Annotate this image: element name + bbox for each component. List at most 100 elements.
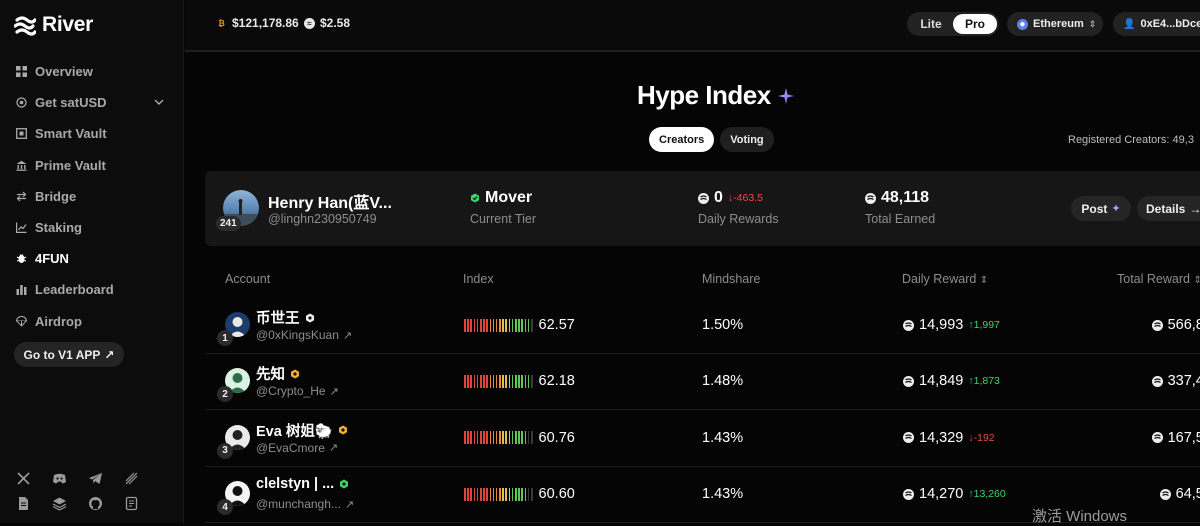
table-header: Account Index Mindshare Daily Reward ⇕ T…: [185, 272, 1200, 288]
index-meter-tick: [524, 487, 527, 501]
account-handle[interactable]: @Crypto_He: [256, 384, 326, 399]
index-meter-tick: [476, 374, 479, 388]
index-meter-tick: [479, 374, 482, 388]
index-meter-tick: [473, 318, 476, 332]
arrow-up-right-icon[interactable]: ↗: [342, 329, 353, 342]
account-name-cell: clelstyn | ...: [256, 476, 349, 492]
index-meter-tick: [527, 487, 530, 501]
details-button[interactable]: Details →: [1137, 196, 1200, 221]
telegram-icon[interactable]: [88, 471, 103, 486]
account-handle[interactable]: @0xKingsKuan: [256, 328, 339, 342]
sidebar-nav: Overview Get satUSD Smart Vault Prime Va…: [0, 56, 184, 337]
github-icon[interactable]: [88, 496, 103, 511]
index-meter-tick: [505, 318, 508, 332]
index-meter-tick: [508, 318, 511, 332]
sidebar-item-smart-vault[interactable]: Smart Vault: [0, 118, 184, 149]
sidebar-item-get-satusd[interactable]: Get satUSD: [0, 87, 184, 118]
sidebar-item-label: Airdrop: [35, 313, 82, 329]
sidebar-item-bridge[interactable]: Bridge: [0, 181, 184, 212]
docs-icon[interactable]: [16, 496, 31, 511]
vault-icon: [16, 128, 27, 140]
daily-reward-cell: 14,849 ↑1,873: [903, 373, 1000, 389]
verified-badge-icon: [338, 425, 348, 435]
sidebar-item-airdrop[interactable]: Airdrop: [0, 306, 184, 337]
index-meter-tick: [483, 487, 485, 501]
index-meter-tick: [508, 431, 511, 445]
index-meter-tick: [467, 318, 469, 332]
sidebar-item-leaderboard[interactable]: Leaderboard: [0, 274, 184, 305]
layers-icon[interactable]: [52, 496, 67, 511]
avatar: [225, 424, 250, 450]
sidebar-item-label: Smart Vault: [35, 126, 107, 142]
go-to-v1-button[interactable]: Go to V1 APP ↗: [14, 342, 124, 367]
my-creator-card: 241 Henry Han(蓝V... @linghn230950749 Mov…: [205, 171, 1200, 246]
arrow-up-right-icon[interactable]: ↗: [329, 385, 339, 398]
tab-voting[interactable]: Voting: [720, 127, 774, 152]
index-value: 60.60: [538, 486, 575, 503]
daily-reward-cell: 14,329 ↓-192: [903, 430, 995, 446]
index-meter-tick: [492, 431, 495, 445]
x-icon[interactable]: [16, 471, 31, 486]
details-button-label: Details: [1146, 201, 1186, 216]
index-meter-tick: [505, 431, 508, 445]
sidebar-item-prime-vault[interactable]: Prime Vault: [0, 150, 184, 181]
network-selector[interactable]: ◆ Ethereum ⇕: [1007, 12, 1103, 36]
index-meter-tick: [524, 431, 527, 445]
table-row[interactable]: 1 币世王 @0xKingsKuan ↗ 62.57 1.50% 14,993 …: [205, 298, 1200, 354]
col-total-reward[interactable]: Total Reward ⇕: [1117, 272, 1200, 286]
index-meter: [464, 431, 533, 445]
index-meter-tick: [505, 487, 508, 501]
index-meter-tick: [530, 318, 533, 332]
index-meter-tick: [479, 487, 482, 501]
mirror-icon[interactable]: [124, 471, 139, 486]
table-row[interactable]: 3 Eva 树姐🐑 @EvaCmore ↗ 60.76 1.43% 14,329…: [205, 411, 1200, 467]
col-daily-reward[interactable]: Daily Reward ⇕: [902, 272, 988, 286]
arrow-up-right-icon[interactable]: ↗: [328, 442, 339, 455]
post-button[interactable]: Post ✦: [1071, 196, 1131, 221]
arrow-up-right-icon[interactable]: ↗: [344, 498, 355, 511]
river-logo[interactable]: River: [14, 13, 93, 37]
daily-reward-cell: 14,993 ↑1,997: [903, 317, 1000, 333]
network-name: Ethereum: [1033, 18, 1084, 30]
index-meter-tick: [502, 318, 504, 332]
mode-lite[interactable]: Lite: [920, 17, 942, 31]
table-row[interactable]: 2 先知 @Crypto_He ↗ 62.18 1.48% 14,849 ↑1,…: [205, 354, 1200, 411]
sidebar-item-4fun[interactable]: 4FUN: [0, 243, 184, 274]
hype-tabs: Creators Voting: [649, 127, 774, 152]
col-daily-reward-label: Daily Reward: [902, 272, 977, 286]
discord-icon[interactable]: [52, 471, 67, 486]
index-meter-tick: [527, 318, 530, 332]
index-meter-tick: [476, 431, 479, 445]
arrow-up-right-icon: ↗: [104, 347, 115, 362]
mindshare-value: 1.43%: [702, 429, 744, 446]
account-handle[interactable]: @munchangh...: [256, 497, 341, 512]
wallet-button[interactable]: 👤 0xE4...bDce: [1113, 12, 1200, 36]
mode-pro[interactable]: Pro: [953, 14, 997, 34]
account-handle[interactable]: @EvaCmore: [256, 440, 325, 455]
index-meter-tick: [483, 431, 485, 445]
account-handle-cell: @EvaCmore ↗: [256, 441, 338, 455]
app-name: River: [42, 13, 94, 36]
account-name[interactable]: 币世王: [256, 311, 300, 327]
total-reward-cell: 64,549: [1159, 486, 1200, 502]
sidebar-item-overview[interactable]: Overview: [0, 56, 184, 87]
index-meter-tick: [515, 431, 517, 445]
daily-reward-value: 14,270: [919, 486, 964, 503]
index-meter-tick: [464, 318, 466, 332]
chevron-down-icon[interactable]: [154, 97, 164, 107]
account-name[interactable]: Eva 树姐🐑: [256, 423, 333, 440]
index-meter-tick: [479, 318, 482, 332]
account-name[interactable]: clelstyn | ...: [256, 476, 335, 493]
page-title: Hype Index: [637, 80, 795, 111]
tab-creators[interactable]: Creators: [649, 127, 715, 152]
sidebar-item-label: Leaderboard: [35, 282, 114, 298]
index-meter-tick: [508, 487, 511, 501]
sidebar-item-staking[interactable]: Staking: [0, 212, 184, 243]
index-meter: [464, 318, 533, 332]
index-cell: 60.60: [464, 486, 575, 502]
account-name[interactable]: 先知: [256, 367, 285, 384]
bug-icon: [16, 253, 27, 264]
scroll-icon[interactable]: [124, 496, 139, 511]
index-meter-tick: [495, 431, 498, 445]
river-token-icon: [1151, 375, 1163, 387]
